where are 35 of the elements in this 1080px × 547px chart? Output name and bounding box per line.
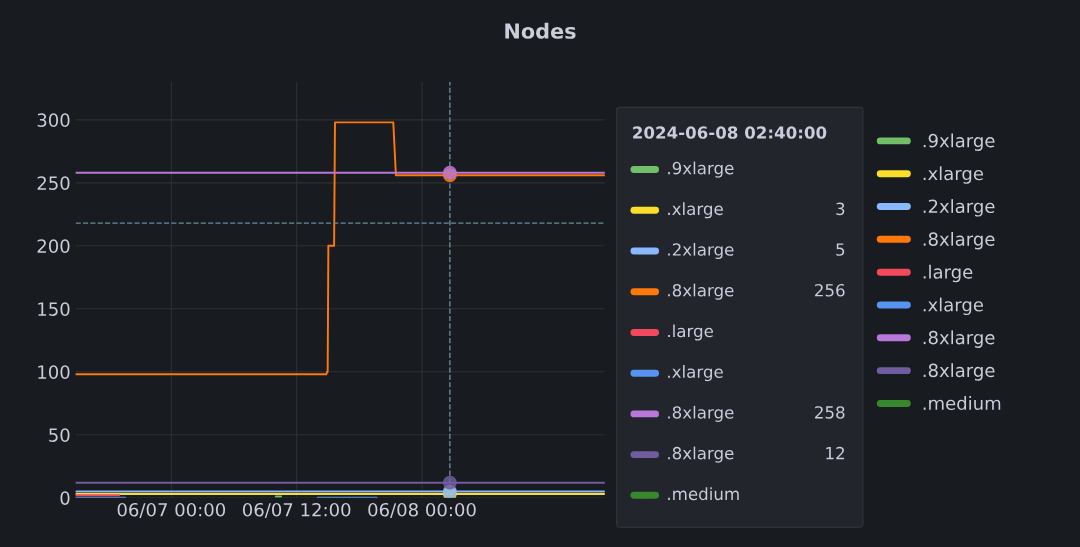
legend-label: .large xyxy=(668,324,714,341)
chart-title: Nodes xyxy=(505,22,576,39)
y-tick-label: 100 xyxy=(38,365,70,379)
y-tick-label: 150 xyxy=(38,302,70,316)
legend-label: .xlarge xyxy=(668,202,723,219)
legend-label: .xlarge xyxy=(668,365,723,382)
text: 12 xyxy=(826,446,844,460)
text: .medium xyxy=(923,396,1001,411)
x-tick-label: 06/08 00:00 xyxy=(368,502,476,519)
text: .xlarge xyxy=(923,166,983,184)
text: .8xlarge xyxy=(923,363,995,381)
y-tick-label: 50 xyxy=(49,428,70,442)
legend-label: .8xlarge xyxy=(668,405,734,422)
text: 256 xyxy=(815,283,845,297)
text: 258 xyxy=(815,406,845,419)
legend-label: .2xlarge xyxy=(668,242,734,260)
legend-label: .8xlarge xyxy=(668,283,734,300)
text: .large xyxy=(923,264,973,283)
y-tick-label: 0 xyxy=(60,491,70,505)
x-tick-label: 06/07 12:00 xyxy=(242,502,351,519)
y-tick-label: 250 xyxy=(37,176,70,190)
text: 2024-06-08 02:40:00 xyxy=(633,126,827,139)
text: .xlarge xyxy=(923,297,983,316)
x-tick-label: 06/07 00:00 xyxy=(117,502,226,519)
legend-label: .9xlarge xyxy=(668,161,734,178)
text: .2xlarge xyxy=(923,199,995,217)
y-tick-label: 300 xyxy=(37,113,70,127)
text: .8xlarge xyxy=(923,231,995,250)
text: 5 xyxy=(836,243,845,256)
y-tick-label: 200 xyxy=(37,239,70,253)
text: .8xlarge xyxy=(923,330,995,348)
text: .9xlarge xyxy=(923,133,995,151)
text: 3 xyxy=(836,202,845,216)
legend-label: .8xlarge xyxy=(668,446,734,463)
legend-label: .medium xyxy=(668,487,739,501)
